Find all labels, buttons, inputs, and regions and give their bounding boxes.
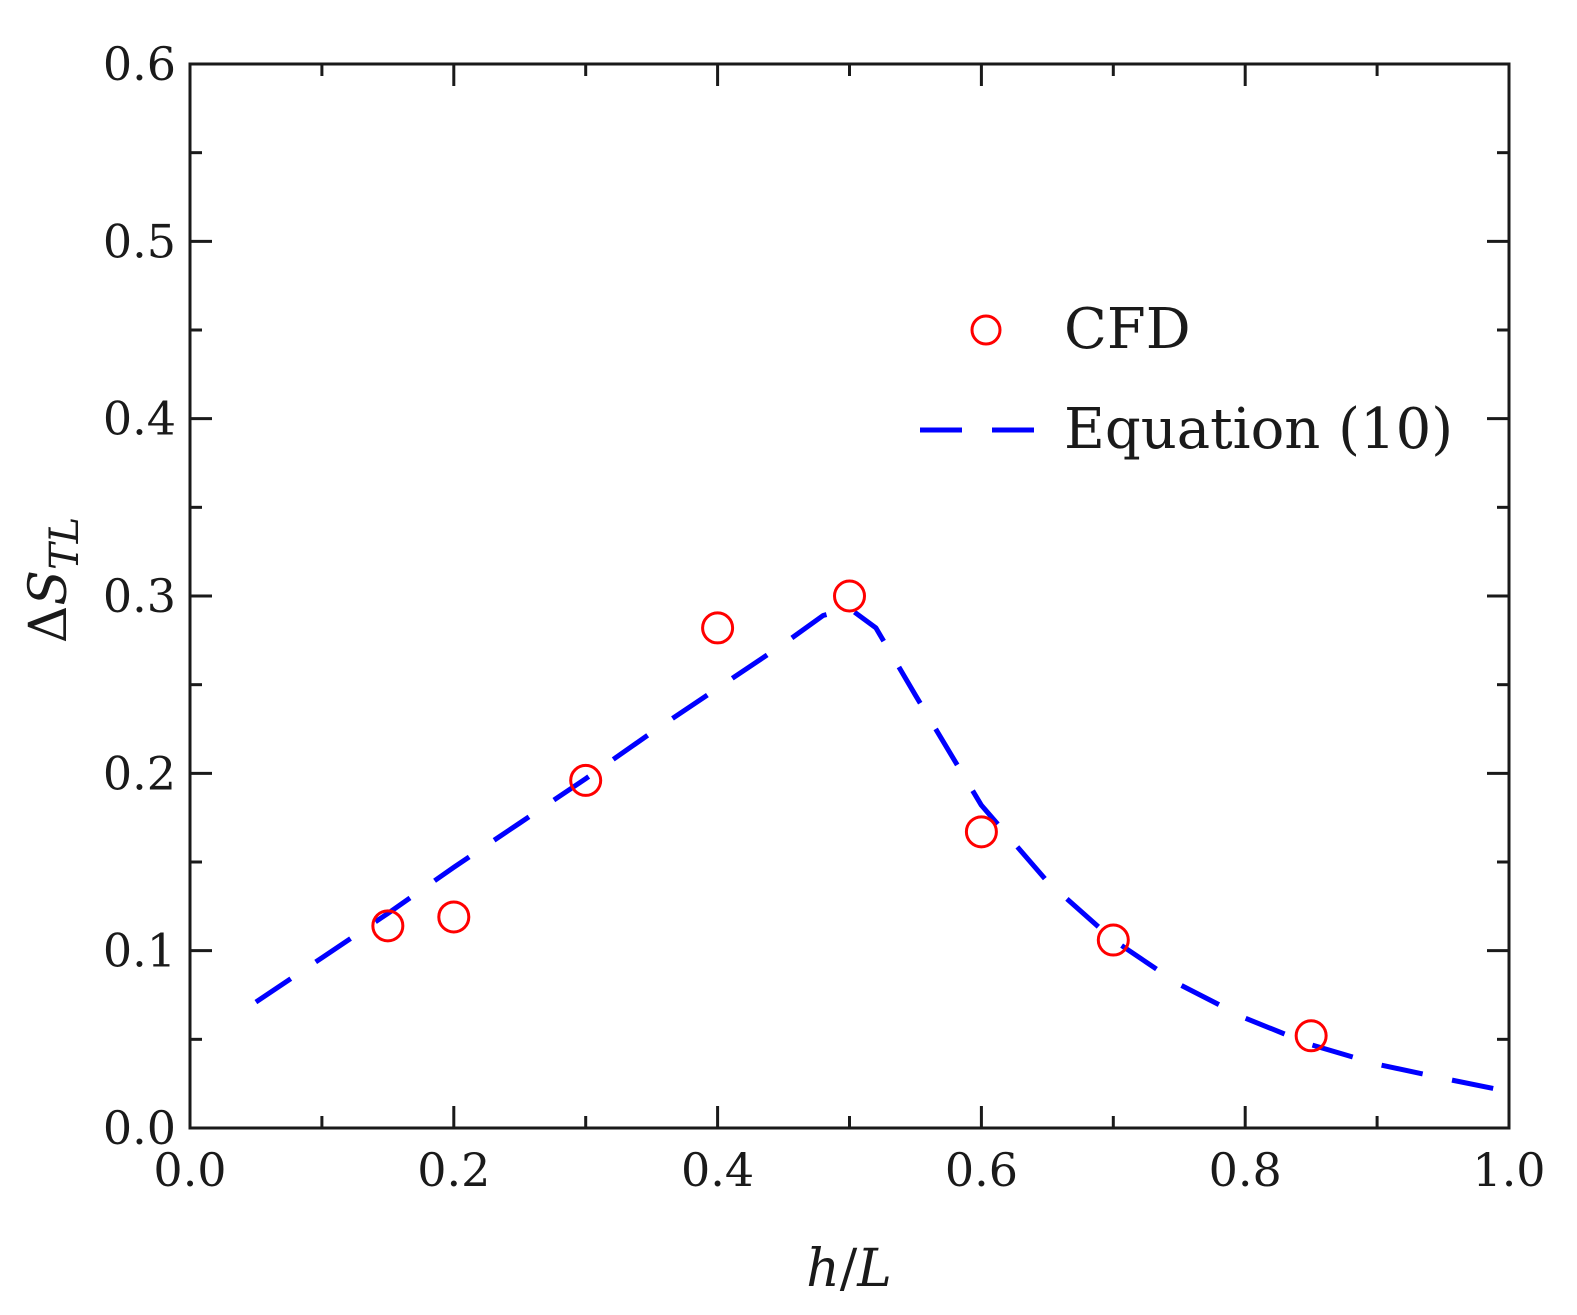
y-tick-label: 0.1 bbox=[103, 924, 176, 978]
legend-equation-label: Equation (10) bbox=[1064, 397, 1453, 462]
cfd-point bbox=[964, 815, 998, 849]
cfd-point bbox=[833, 579, 866, 613]
legend-cfd-label: CFD bbox=[1064, 297, 1191, 362]
y-axis-title: ΔSTL bbox=[19, 517, 88, 643]
cfd-point bbox=[437, 900, 471, 934]
x-axis-title: h/L bbox=[806, 1239, 892, 1299]
legend-cfd-marker bbox=[970, 314, 1002, 346]
x-tick-labels: 0.0 0.2 0.4 0.6 0.8 1.0 bbox=[153, 1143, 1545, 1197]
y-tick-labels: 0.0 0.1 0.2 0.3 0.4 0.5 0.6 bbox=[103, 37, 176, 1155]
y-tick-label: 0.3 bbox=[103, 569, 176, 623]
cfd-point bbox=[701, 611, 735, 645]
x-tick-label: 0.0 bbox=[153, 1143, 226, 1197]
x-tick-label: 0.6 bbox=[945, 1143, 1018, 1197]
x-tick-label: 0.8 bbox=[1209, 1143, 1282, 1197]
cfd-point bbox=[1294, 1019, 1328, 1053]
x-tick-label: 0.4 bbox=[681, 1143, 754, 1197]
y-tick-label: 0.0 bbox=[103, 1101, 176, 1155]
y-tick-label: 0.4 bbox=[103, 392, 176, 446]
legend: CFD Equation (10) bbox=[920, 297, 1453, 462]
axis-ticks bbox=[188, 62, 1511, 1130]
cfd-point bbox=[569, 763, 603, 797]
equation-10-line bbox=[254, 605, 1497, 1092]
plot-frame bbox=[188, 62, 1511, 1130]
y-tick-label: 0.6 bbox=[103, 37, 176, 91]
series-layer bbox=[254, 579, 1497, 1092]
y-tick-label: 0.5 bbox=[103, 214, 176, 268]
y-tick-label: 0.2 bbox=[103, 746, 176, 800]
plot-frame-group bbox=[188, 62, 1511, 1130]
x-tick-label: 1.0 bbox=[1472, 1143, 1545, 1197]
cfd-point bbox=[371, 909, 405, 943]
x-tick-label: 0.2 bbox=[417, 1143, 490, 1197]
cfd-point bbox=[1096, 923, 1130, 957]
